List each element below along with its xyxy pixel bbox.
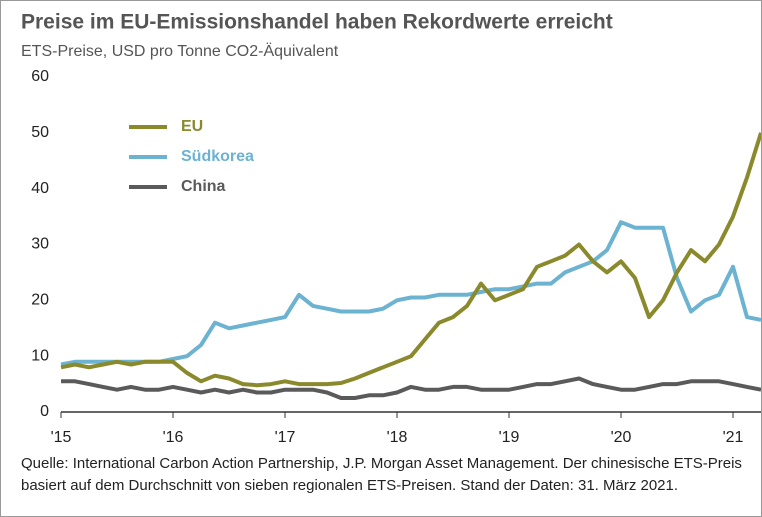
series-line bbox=[60, 220, 761, 367]
y-tick-label: 0 bbox=[40, 403, 49, 420]
x-tick-label: '15 bbox=[51, 429, 72, 446]
x-tick-label: '19 bbox=[499, 429, 520, 446]
legend-label: China bbox=[181, 178, 226, 195]
series-line bbox=[60, 132, 761, 388]
chart-subtitle: ETS-Preise, USD pro Tonne CO2-Äquivalent bbox=[21, 42, 339, 60]
legend-label: Südkorea bbox=[181, 148, 254, 165]
x-tick-label: '20 bbox=[611, 429, 632, 446]
y-tick-label: 40 bbox=[31, 180, 49, 197]
chart-title: Preise im EU-Emissionshandel haben Rekor… bbox=[21, 11, 613, 34]
x-tick-label: '21 bbox=[723, 429, 744, 446]
x-tick-label: '16 bbox=[163, 429, 184, 446]
y-tick-label: 50 bbox=[31, 124, 49, 141]
chart: Preise im EU-Emissionshandel haben Rekor… bbox=[21, 11, 761, 446]
y-tick-label: 30 bbox=[31, 236, 49, 253]
footnote: Quelle: International Carbon Action Part… bbox=[21, 455, 742, 494]
x-tick-label: '17 bbox=[275, 429, 296, 446]
series-line bbox=[61, 376, 761, 400]
y-tick-label: 20 bbox=[31, 292, 49, 309]
x-tick-label: '18 bbox=[387, 429, 408, 446]
y-tick-label: 60 bbox=[31, 68, 49, 85]
legend-label: EU bbox=[181, 118, 203, 135]
y-tick-label: 10 bbox=[31, 347, 49, 364]
